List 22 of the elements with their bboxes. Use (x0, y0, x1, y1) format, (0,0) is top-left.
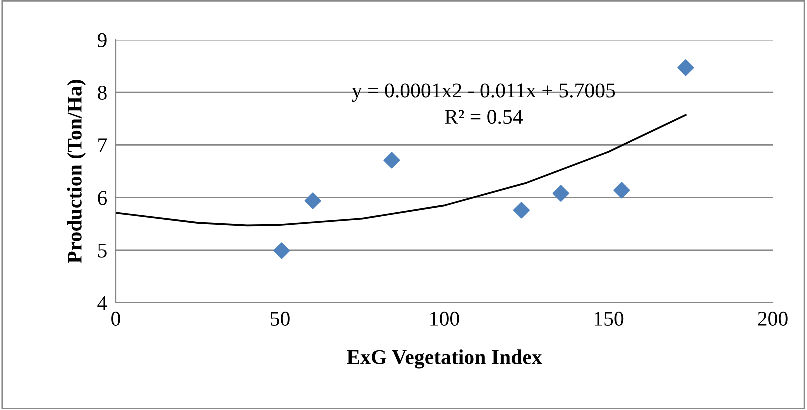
y-tick-label: 4 (98, 296, 108, 310)
y-tick-label: 6 (98, 191, 108, 206)
x-tick-label: 200 (758, 312, 788, 326)
point (513, 202, 530, 219)
x-tick-label: 0 (112, 312, 120, 326)
y-tick-label: 8 (98, 86, 107, 100)
y-axis-title: Production (Ton/Ha) (67, 80, 86, 264)
x-axis-title: ExG Vegetation Index (347, 350, 542, 369)
annotation: y = 0.0001x2 - 0.011x + 5.7005 (352, 84, 616, 102)
y-tick-label: 7 (98, 138, 108, 152)
point (552, 185, 570, 202)
point (384, 152, 400, 169)
annotation: R² = 0.54 (445, 110, 523, 124)
point (678, 60, 694, 76)
x-tick-label: 100 (430, 312, 460, 326)
point (614, 182, 630, 199)
point (274, 242, 290, 260)
y-tick-label: 9 (98, 33, 107, 48)
point (304, 192, 322, 210)
x-tick-label: 150 (594, 312, 624, 326)
y-tick-label: 5 (98, 244, 107, 258)
x-tick-label: 50 (271, 312, 290, 326)
